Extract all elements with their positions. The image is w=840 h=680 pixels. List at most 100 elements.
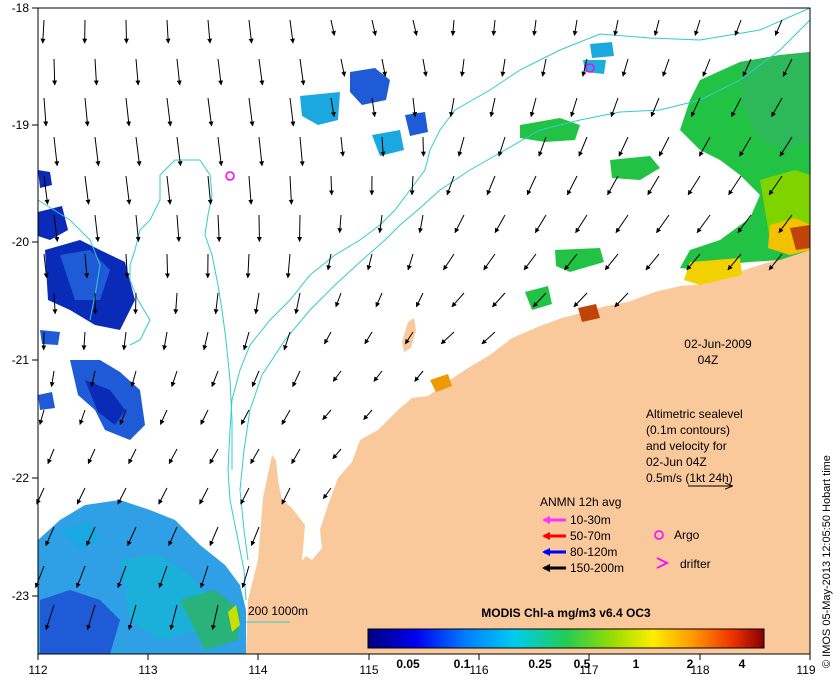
velocity-arrow — [366, 253, 373, 271]
velocity-arrow — [125, 97, 132, 127]
y-tick-label: -19 — [12, 118, 30, 132]
velocity-arrow — [199, 487, 209, 505]
velocity-arrow — [52, 292, 58, 315]
velocity-arrow — [199, 565, 209, 589]
x-tick-label: 116 — [469, 663, 488, 677]
legend-label: 150-200m — [570, 561, 624, 575]
velocity-arrow — [211, 370, 219, 388]
velocity-arrow — [702, 58, 711, 77]
velocity-arrow — [202, 331, 209, 351]
velocity-arrow — [645, 253, 660, 271]
x-tick-label: 118 — [690, 663, 709, 677]
velocity-arrow — [454, 214, 465, 234]
velocity-arrow — [166, 97, 173, 127]
anmn-legend: 10-30m 50-70m 80-120m 150-200m — [542, 513, 624, 575]
velocity-arrow — [459, 58, 465, 77]
velocity-arrow — [128, 448, 137, 465]
velocity-arrow — [737, 214, 752, 234]
velocity-arrow — [578, 136, 588, 157]
velocity-arrow — [412, 97, 418, 118]
velocity-arrow — [330, 19, 336, 36]
velocity-arrow — [119, 409, 127, 425]
velocity-arrow — [245, 253, 251, 279]
y-tick-label: -22 — [12, 471, 30, 485]
velocity-arrow — [258, 136, 265, 167]
argo-marker — [585, 63, 595, 73]
velocity-arrow — [451, 292, 465, 308]
land-mass — [246, 250, 810, 654]
altimetry-note-line: 02-Jun 04Z — [646, 455, 707, 469]
velocity-arrow — [86, 526, 96, 547]
velocity-arrow — [494, 214, 506, 234]
velocity-arrow — [87, 448, 96, 465]
velocity-arrow — [123, 19, 129, 44]
velocity-arrow — [283, 331, 291, 351]
velocity-arrow — [538, 136, 547, 157]
velocity-arrow — [566, 175, 578, 196]
x-axis: 112 113 114 115 116 117 118 119 — [28, 654, 816, 677]
velocity-arrow — [694, 19, 701, 36]
velocity-arrow — [779, 136, 793, 157]
velocity-arrow — [281, 409, 291, 425]
velocity-arrow — [573, 292, 588, 308]
velocity-arrow — [322, 409, 332, 421]
velocity-arrow — [687, 175, 701, 196]
velocity-arrow — [52, 58, 58, 86]
velocity-arrow — [240, 487, 250, 505]
legend-label: 80-120m — [570, 545, 617, 559]
velocity-arrow — [615, 214, 629, 234]
velocity-arrow — [127, 526, 137, 547]
plot-frame — [37, 7, 811, 655]
colorbar — [367, 628, 765, 649]
credit-text: © IMOS 05-May-2013 12:05:50 Hobart time — [821, 455, 833, 668]
velocity-arrow — [457, 136, 465, 157]
velocity-arrow — [217, 136, 224, 167]
y-tick-label: -23 — [12, 589, 30, 603]
velocity-arrow — [248, 97, 255, 127]
velocity-arrow — [647, 175, 660, 196]
velocity-arrow — [614, 292, 629, 308]
argo-legend-marker — [654, 530, 664, 540]
velocity-arrow — [742, 58, 752, 77]
velocity-arrow — [81, 331, 87, 351]
velocity-arrow — [207, 19, 213, 44]
velocity-arrow — [94, 214, 100, 243]
velocity-arrow — [377, 214, 383, 234]
velocity-arrow — [135, 214, 141, 243]
velocity-arrow — [575, 214, 588, 234]
velocity-arrow — [532, 292, 547, 308]
velocity-arrow — [207, 97, 214, 127]
velocity-arrow — [489, 97, 496, 118]
velocity-arrow — [739, 136, 752, 157]
velocity-arrow — [581, 58, 588, 77]
argo-legend-label: Argo — [674, 528, 700, 542]
velocity-arrow — [604, 253, 619, 271]
altimetry-note-line: 0.5m/s (1kt 24h) — [646, 471, 733, 485]
velocity-arrow — [292, 370, 301, 388]
velocity-arrow — [285, 253, 291, 279]
drifter-legend-label: drifter — [680, 557, 711, 571]
velocity-arrow — [84, 97, 90, 127]
velocity-arrow — [653, 19, 660, 36]
velocity-arrow — [169, 604, 178, 631]
velocity-arrow — [492, 292, 506, 308]
velocity-arrow — [216, 214, 222, 243]
legend-title: ANMN 12h avg — [540, 495, 621, 509]
velocity-arrow — [124, 253, 130, 279]
velocity-arrow — [34, 565, 45, 589]
velocity-arrow — [686, 253, 701, 271]
velocity-arrow — [415, 292, 424, 308]
velocity-arrow — [778, 214, 793, 234]
velocity-arrow — [529, 97, 537, 118]
velocity-arrow — [94, 136, 101, 167]
island — [300, 556, 312, 566]
velocity-arrow — [730, 97, 742, 118]
velocity-arrow — [618, 136, 629, 157]
velocity-arrow — [288, 175, 294, 205]
velocity-arrow — [76, 487, 86, 505]
velocity-arrow — [330, 97, 336, 118]
velocity-arrow — [658, 136, 670, 157]
velocity-arrow — [173, 292, 179, 315]
velocity-arrow — [371, 19, 377, 36]
velocity-arrow — [291, 448, 301, 465]
